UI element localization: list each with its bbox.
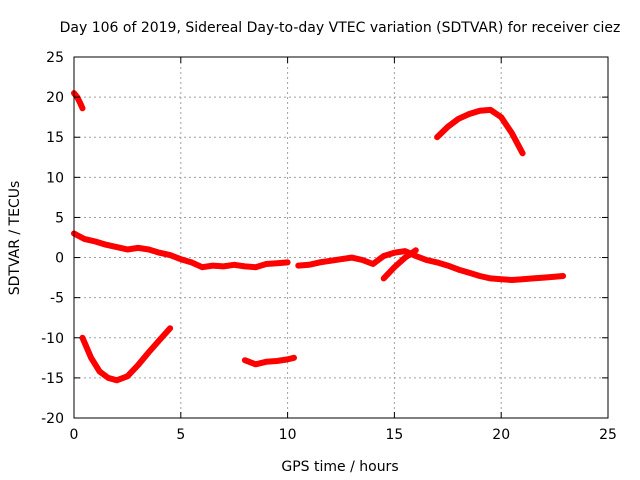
y-tick-label: 10 bbox=[46, 170, 64, 186]
y-tick-label: 25 bbox=[46, 50, 64, 66]
grid-layer bbox=[74, 57, 608, 418]
series-arc-7 bbox=[434, 106, 526, 157]
x-tick-label: 20 bbox=[492, 427, 510, 443]
y-tick-label: -15 bbox=[41, 371, 64, 387]
x-tick-label: 10 bbox=[279, 427, 297, 443]
y-axis-label: SDTVAR / TECUs bbox=[7, 181, 23, 296]
series-arc-1 bbox=[71, 90, 86, 112]
y-tick-label: -5 bbox=[50, 291, 64, 307]
y-tick-label: 0 bbox=[55, 251, 64, 267]
x-tick-label: 15 bbox=[385, 427, 403, 443]
series-arc-5 bbox=[295, 248, 567, 283]
tick-layer: 0 5 10 15 20 25 -20 -15 -10 -5 0 5 10 15 20 25 bbox=[41, 50, 617, 443]
x-tick-label: 5 bbox=[176, 427, 185, 443]
x-axis-label: GPS time / hours bbox=[281, 459, 398, 475]
series-arc-3 bbox=[79, 325, 174, 384]
y-tick-label: 15 bbox=[46, 130, 64, 146]
y-tick-label: -20 bbox=[41, 411, 64, 427]
x-tick-label: 0 bbox=[70, 427, 79, 443]
y-tick-label: -10 bbox=[41, 331, 64, 347]
y-tick-label: 5 bbox=[55, 210, 64, 226]
series-arc-6 bbox=[380, 247, 419, 282]
series-arc-2 bbox=[71, 230, 291, 271]
chart-title: Day 106 of 2019, Sidereal Day-to-day VTE… bbox=[60, 20, 621, 36]
series-arc-4 bbox=[241, 354, 297, 368]
series-layer bbox=[71, 90, 567, 384]
plot-frame bbox=[73, 56, 609, 419]
x-tick-label: 25 bbox=[599, 427, 617, 443]
y-tick-label: 20 bbox=[46, 90, 64, 106]
